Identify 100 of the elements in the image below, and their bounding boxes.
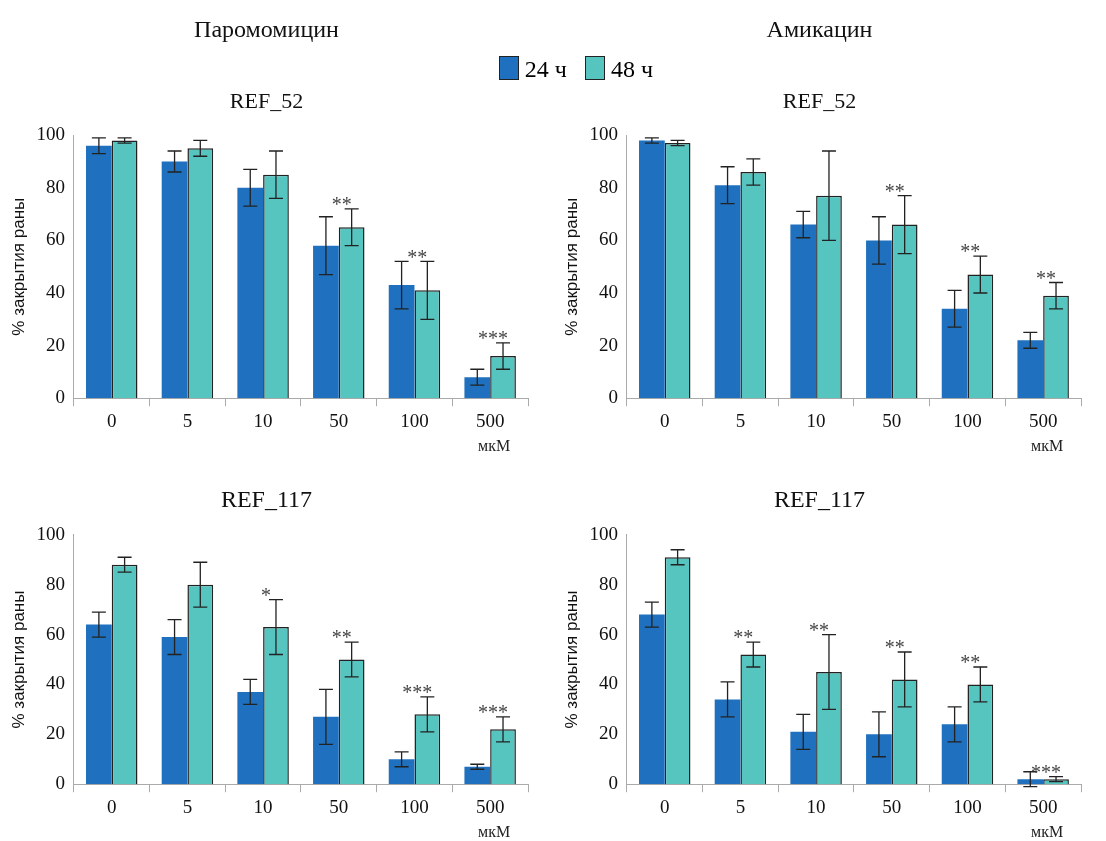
y-axis-title: % закрытия раны: [8, 590, 28, 729]
x-tick-label: 0: [106, 409, 117, 431]
y-tick-label: 60: [45, 228, 65, 250]
y-tick-label: 60: [598, 622, 618, 644]
y-tick-label: 40: [598, 280, 618, 302]
x-tick-label: 5: [182, 409, 193, 431]
x-tick-label: 0: [659, 795, 670, 817]
y-tick-label: 100: [589, 123, 618, 145]
data-label: **: [884, 636, 905, 659]
x-tick-label: 10: [253, 795, 273, 817]
x-tick-label: 100: [953, 795, 982, 817]
bar: [1017, 779, 1044, 785]
bar: [941, 308, 968, 399]
x-tick-label: 10: [806, 409, 826, 431]
data-label: **: [884, 179, 905, 202]
bar: [313, 716, 339, 785]
legend-label: 24 ч: [523, 56, 567, 83]
y-tick-label: 20: [45, 333, 65, 355]
y-tick-label: 60: [598, 228, 618, 250]
data-label: ***: [1031, 760, 1062, 783]
bar: [866, 734, 892, 785]
x-axis-title: мкМ: [478, 437, 511, 455]
bar: [866, 240, 892, 399]
x-tick-label: 5: [182, 795, 193, 817]
x-tick-label: 0: [659, 409, 670, 431]
bar: [790, 224, 817, 399]
x-tick-label: 50: [329, 409, 349, 431]
chart-subtitle: REF_52: [229, 87, 304, 113]
x-tick-label: 100: [400, 795, 429, 817]
y-tick-label: 0: [55, 386, 65, 408]
chart-title: Амикацин: [766, 15, 873, 42]
bar: [941, 724, 968, 785]
x-tick-label: 50: [882, 409, 902, 431]
chart-title: Паромомицин: [194, 15, 340, 42]
y-axis-title: % закрытия раны: [8, 197, 28, 336]
y-axis-title: % закрытия раны: [561, 197, 581, 336]
data-label: **: [331, 626, 352, 649]
bar: [714, 699, 741, 785]
bar: [161, 161, 188, 399]
y-tick-label: 40: [598, 672, 618, 694]
bar: [86, 145, 112, 399]
x-tick-label: 10: [806, 795, 826, 817]
bar: [388, 759, 415, 785]
data-label: *: [260, 583, 271, 606]
data-label: **: [808, 618, 829, 641]
x-tick-label: 500: [1028, 795, 1058, 817]
y-tick-label: 60: [45, 622, 65, 644]
x-axis-title: мкМ: [1031, 823, 1064, 841]
y-axis-title: % закрытия раны: [561, 590, 581, 729]
y-tick-label: 80: [598, 572, 618, 594]
bar: [464, 766, 491, 785]
bar: [388, 285, 415, 399]
x-tick-label: 100: [400, 409, 429, 431]
data-label: ***: [478, 701, 509, 724]
bar: [237, 187, 264, 399]
x-axis-title: мкМ: [478, 823, 511, 841]
bar: [639, 140, 665, 399]
data-label: **: [407, 245, 428, 268]
y-tick-label: 80: [45, 175, 65, 197]
bar: [639, 614, 665, 785]
bar: [313, 245, 339, 399]
y-tick-label: 100: [589, 522, 618, 544]
y-tick-label: 40: [45, 672, 65, 694]
y-tick-label: 20: [598, 333, 618, 355]
bar: [714, 185, 741, 399]
bar: [1017, 340, 1044, 399]
chart-title: REF_117: [220, 485, 313, 512]
x-tick-label: 500: [1028, 409, 1058, 431]
x-tick-label: 50: [329, 795, 349, 817]
y-tick-label: 20: [598, 722, 618, 744]
bar: [237, 691, 264, 785]
bar: [161, 637, 188, 785]
data-label: ***: [478, 327, 509, 350]
x-tick-label: 500: [475, 409, 505, 431]
y-tick-label: 100: [36, 522, 65, 544]
data-label: **: [733, 626, 754, 649]
y-tick-label: 100: [36, 123, 65, 145]
y-tick-label: 0: [608, 772, 618, 794]
data-label: ***: [402, 681, 433, 704]
y-tick-label: 20: [45, 722, 65, 744]
data-label: **: [331, 193, 352, 216]
chart-subtitle: REF_52: [782, 87, 857, 113]
x-tick-label: 500: [475, 795, 505, 817]
y-tick-label: 40: [45, 280, 65, 302]
x-tick-label: 0: [106, 795, 117, 817]
data-label: **: [960, 651, 981, 674]
x-tick-label: 5: [735, 795, 746, 817]
x-tick-label: 100: [953, 409, 982, 431]
data-label: **: [960, 240, 981, 263]
y-tick-label: 0: [55, 772, 65, 794]
bar: [464, 377, 491, 399]
x-tick-label: 5: [735, 409, 746, 431]
bar: [86, 624, 112, 785]
y-tick-label: 80: [598, 175, 618, 197]
chart-title: REF_117: [773, 485, 866, 512]
data-label: **: [1036, 266, 1057, 289]
legend-label: 48 ч: [609, 56, 653, 83]
x-tick-label: 10: [253, 409, 273, 431]
y-tick-label: 0: [608, 386, 618, 408]
bar: [790, 731, 817, 785]
